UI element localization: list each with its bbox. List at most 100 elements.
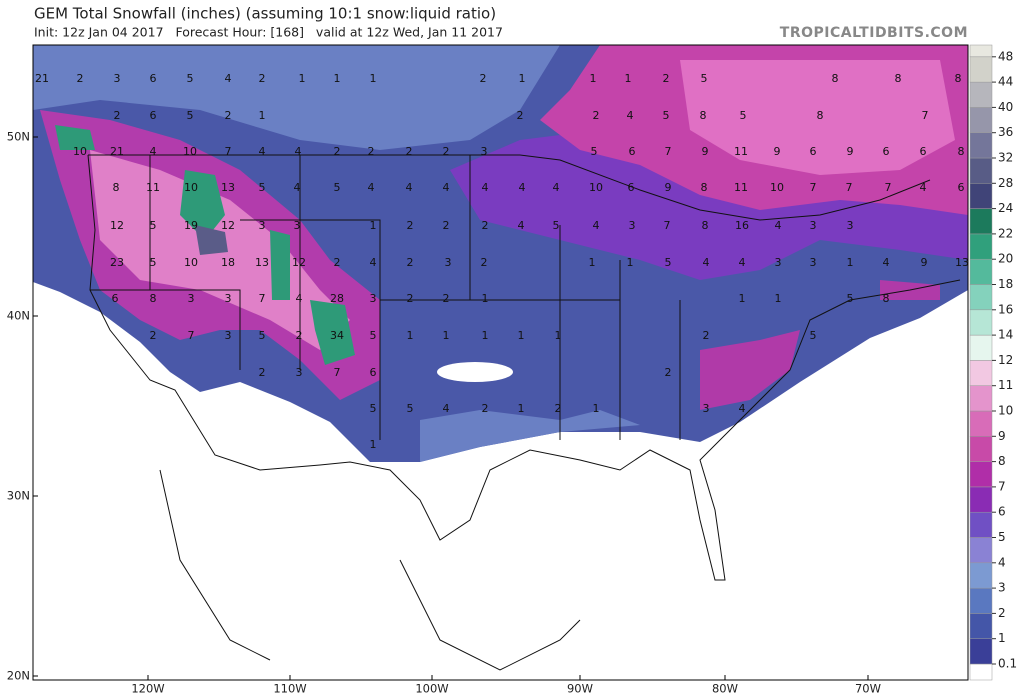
lon-label: 100W xyxy=(415,682,448,696)
colorbar-cell xyxy=(969,284,993,311)
snow-value: 1 xyxy=(589,256,596,269)
snow-value: 5 xyxy=(187,109,194,122)
snow-value: 1 xyxy=(518,402,525,415)
snow-value: 4 xyxy=(883,256,890,269)
map xyxy=(32,44,969,681)
colorbar-cell xyxy=(969,436,993,462)
snow-value: 2 xyxy=(296,329,303,342)
colorbar-cell xyxy=(969,410,993,437)
snow-value: 3 xyxy=(370,292,377,305)
lat-label: 20N xyxy=(7,669,30,683)
snow-value: 1 xyxy=(739,292,746,305)
snow-value: 13 xyxy=(955,256,969,269)
colorbar-cell xyxy=(969,132,993,159)
snow-value: 11 xyxy=(146,181,160,194)
snow-value: 4 xyxy=(225,72,232,85)
snow-value: 4 xyxy=(627,109,634,122)
snow-value: 5 xyxy=(663,109,670,122)
snow-value: 7 xyxy=(922,109,929,122)
snow-gap xyxy=(437,362,513,382)
lat-label: 50N xyxy=(7,130,30,144)
colorbar-cell xyxy=(969,511,993,538)
colorbar-label: 7 xyxy=(998,479,1006,493)
snow-value: 28 xyxy=(330,292,344,305)
snow-value: 7 xyxy=(810,181,817,194)
snow-value: 10 xyxy=(73,145,87,158)
colorbar-label: 11 xyxy=(998,378,1013,392)
colorbar-cell xyxy=(969,208,993,235)
snow-value: 1 xyxy=(370,219,377,232)
colorbar-label: 24 xyxy=(998,201,1013,215)
snow-value: 3 xyxy=(294,219,301,232)
snow-value: 1 xyxy=(370,438,377,451)
snow-value: 6 xyxy=(112,292,119,305)
snow-value: 1 xyxy=(590,72,597,85)
snow-value: 1 xyxy=(625,72,632,85)
snow-value: 5 xyxy=(259,329,266,342)
snow-value: 4 xyxy=(482,181,489,194)
snow-value: 3 xyxy=(481,145,488,158)
snow-value: 7 xyxy=(225,145,232,158)
snow-value: 4 xyxy=(739,256,746,269)
colorbar-label: 28 xyxy=(998,176,1013,190)
colorbar-cell xyxy=(969,81,993,108)
snow-value: 4 xyxy=(295,145,302,158)
snow-value: 7 xyxy=(885,181,892,194)
snow-value: 1 xyxy=(259,109,266,122)
snow-value: 3 xyxy=(114,72,121,85)
snow-value: 3 xyxy=(847,219,854,232)
snow-green xyxy=(55,125,355,365)
snow-value: 3 xyxy=(188,292,195,305)
snow-value: 9 xyxy=(847,145,854,158)
snow-value: 8 xyxy=(955,72,962,85)
snow-value: 5 xyxy=(665,256,672,269)
snow-value: 12 xyxy=(292,256,306,269)
snow-value: 4 xyxy=(443,402,450,415)
colorbar-cell xyxy=(969,613,993,639)
snow-value: 8 xyxy=(113,181,120,194)
snow-value: 2 xyxy=(443,292,450,305)
snow-value: 5 xyxy=(334,181,341,194)
snow-value: 4 xyxy=(775,219,782,232)
snow-value: 2 xyxy=(406,145,413,158)
colorbar-cell xyxy=(969,360,993,386)
colorbar-cell xyxy=(969,258,993,285)
snow-value: 2 xyxy=(334,256,341,269)
snow-value: 9 xyxy=(665,181,672,194)
snow-value: 1 xyxy=(775,292,782,305)
snow-value: 5 xyxy=(701,72,708,85)
snow-value: 7 xyxy=(188,329,195,342)
colorbar-cell xyxy=(969,663,993,681)
snow-value: 8 xyxy=(701,181,708,194)
snow-value: 2 xyxy=(259,72,266,85)
colorbar-cell xyxy=(969,233,993,260)
snow-value: 2 xyxy=(114,109,121,122)
snow-value: 6 xyxy=(958,181,965,194)
colorbar-label: 18 xyxy=(998,277,1013,291)
colorbar-label: 20 xyxy=(998,252,1013,266)
snow-value: 4 xyxy=(920,181,927,194)
snow-pink xyxy=(680,60,955,175)
title: GEM Total Snowfall (inches) (assuming 10… xyxy=(34,5,496,23)
snow-value: 2 xyxy=(225,109,232,122)
snow-value: 2 xyxy=(368,145,375,158)
snow-value: 4 xyxy=(368,181,375,194)
snow-value: 6 xyxy=(629,145,636,158)
snow-value: 3 xyxy=(259,219,266,232)
snow-value: 2 xyxy=(481,256,488,269)
colorbar-label: 3 xyxy=(998,581,1006,595)
snow-value: 1 xyxy=(370,72,377,85)
snow-value: 2 xyxy=(665,366,672,379)
colorbar-label: 40 xyxy=(998,100,1013,114)
colorbar-cell xyxy=(969,638,993,665)
snow-value: 5 xyxy=(150,219,157,232)
snow-value: 3 xyxy=(225,329,232,342)
colorbar-label: 48 xyxy=(998,49,1013,63)
colorbar-label: 5 xyxy=(998,530,1006,544)
snow-value: 12 xyxy=(221,219,235,232)
snow-value: 18 xyxy=(221,256,235,269)
snow-value: 4 xyxy=(150,145,157,158)
snow-value: 3 xyxy=(810,256,817,269)
snow-value: 23 xyxy=(110,256,124,269)
snow-value: 4 xyxy=(553,181,560,194)
